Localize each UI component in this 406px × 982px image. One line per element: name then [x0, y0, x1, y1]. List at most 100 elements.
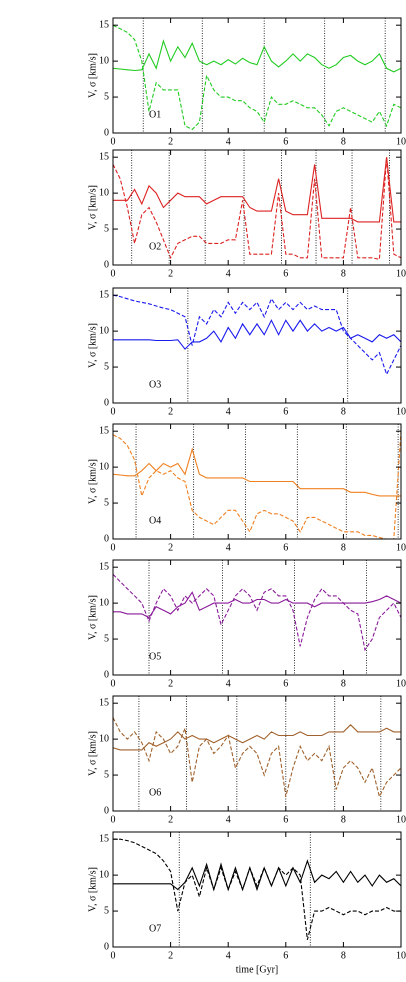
y-tick-label: 15	[99, 561, 109, 572]
plot-area	[113, 560, 401, 675]
series-line	[113, 717, 401, 799]
y-tick-label: 15	[99, 289, 109, 300]
x-tick-label: 10	[396, 406, 406, 417]
y-tick-label: 10	[99, 461, 109, 472]
x-tick-label: 6	[283, 950, 288, 961]
x-tick-label: 4	[226, 542, 231, 553]
y-tick-label: 5	[104, 769, 109, 780]
x-tick-label: 2	[168, 542, 173, 553]
axes-frame	[112, 17, 402, 134]
x-tick-label: 4	[226, 136, 231, 147]
series-line	[113, 574, 401, 652]
y-tick-label: 0	[104, 397, 109, 408]
x-tick-label: 8	[341, 268, 346, 279]
x-tick-label: 6	[283, 136, 288, 147]
y-tick-label: 15	[99, 833, 109, 844]
x-tick-label: 2	[168, 268, 173, 279]
series-line	[113, 294, 401, 376]
series-line	[113, 859, 401, 892]
y-tick-label: 5	[104, 497, 109, 508]
x-tick-label: 0	[111, 814, 116, 825]
y-tick-label: 10	[99, 733, 109, 744]
x-tick-label: 4	[226, 950, 231, 961]
x-tick-label: 10	[396, 950, 406, 961]
x-tick-label: 2	[168, 950, 173, 961]
y-tick-label: 10	[99, 597, 109, 608]
y-axis-label: V, σ [km/s]	[87, 595, 98, 640]
series-line	[113, 319, 401, 350]
x-tick-label: 6	[283, 268, 288, 279]
x-tick-label: 2	[168, 814, 173, 825]
series-line	[113, 447, 401, 497]
y-tick-label: 15	[99, 697, 109, 708]
axes-frame	[112, 149, 402, 266]
x-tick-label: 2	[168, 406, 173, 417]
x-tick-label: 0	[111, 406, 116, 417]
panel-label: O5	[149, 651, 161, 662]
x-tick-label: 10	[396, 542, 406, 553]
x-tick-label: 6	[283, 814, 288, 825]
series-line	[113, 431, 401, 539]
y-axis-label: V, σ [km/s]	[87, 53, 98, 98]
y-tick-label: 15	[99, 19, 109, 30]
y-axis-label: V, σ [km/s]	[87, 731, 98, 776]
x-tick-label: 4	[226, 814, 231, 825]
series-line	[113, 39, 401, 73]
x-tick-label: 4	[226, 268, 231, 279]
axes-frame	[112, 287, 402, 404]
series-line	[113, 157, 401, 260]
series-line	[113, 724, 401, 751]
x-tick-label: 10	[396, 268, 406, 279]
y-tick-label: 5	[104, 905, 109, 916]
panel-label: O6	[149, 787, 161, 798]
x-tick-label: 10	[396, 678, 406, 689]
y-tick-label: 5	[104, 633, 109, 644]
x-tick-label: 6	[283, 678, 288, 689]
y-tick-label: 0	[104, 533, 109, 544]
y-axis-label: V, σ [km/s]	[87, 459, 98, 504]
y-tick-label: 0	[104, 941, 109, 952]
y-tick-label: 10	[99, 55, 109, 66]
x-tick-label: 10	[396, 136, 406, 147]
panel-label: O3	[149, 379, 161, 390]
axes-frame	[112, 831, 402, 948]
x-tick-label: 4	[226, 678, 231, 689]
x-tick-label: 2	[168, 136, 173, 147]
x-tick-label: 8	[341, 814, 346, 825]
axes-frame	[112, 423, 402, 540]
x-tick-label: 8	[341, 136, 346, 147]
x-tick-label: 0	[111, 136, 116, 147]
x-tick-label: 8	[341, 542, 346, 553]
y-axis-label: V, σ [km/s]	[87, 323, 98, 368]
axes-frame	[112, 559, 402, 676]
y-tick-label: 10	[99, 869, 109, 880]
plot-area	[113, 696, 401, 811]
y-tick-label: 15	[99, 151, 109, 162]
plot-area	[113, 424, 401, 539]
y-tick-label: 10	[99, 187, 109, 198]
plot-area	[113, 18, 401, 133]
panel-label: O1	[149, 109, 161, 120]
x-tick-label: 0	[111, 678, 116, 689]
x-tick-label: 10	[396, 814, 406, 825]
panel-label: O7	[149, 923, 161, 934]
plot-area	[113, 832, 401, 947]
series-line	[113, 24, 401, 131]
y-tick-label: 0	[104, 805, 109, 816]
x-tick-label: 8	[341, 950, 346, 961]
y-axis-label: V, σ [km/s]	[87, 867, 98, 912]
axes-frame	[112, 695, 402, 812]
panel-label: O2	[149, 241, 161, 252]
series-line	[113, 591, 401, 619]
panel-label: O4	[149, 515, 161, 526]
x-tick-label: 0	[111, 268, 116, 279]
x-tick-label: 6	[283, 406, 288, 417]
x-tick-label: 2	[168, 678, 173, 689]
y-axis-label: V, σ [km/s]	[87, 185, 98, 230]
plot-area	[113, 150, 401, 265]
y-tick-label: 0	[104, 669, 109, 680]
x-tick-label: 0	[111, 542, 116, 553]
x-tick-label: 8	[341, 406, 346, 417]
y-tick-label: 0	[104, 259, 109, 270]
